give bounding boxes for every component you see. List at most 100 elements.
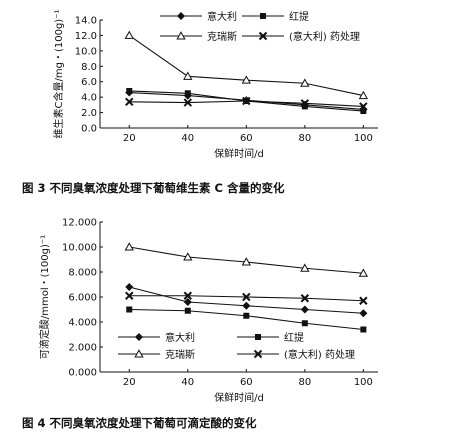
figure-4-caption: 图 4 不同臭氧浓度处理下葡萄可滴定酸的变化 [22,416,257,430]
data-point [124,30,134,39]
y-tick-label: 0.0 [81,124,97,135]
series-line [128,34,364,97]
data-point [243,312,250,319]
data-point [242,301,251,310]
x-axis-title: 保鲜时间/d [214,391,264,404]
x-tick-label: 40 [181,377,194,388]
data-point [300,305,309,314]
legend-marker [134,349,144,358]
data-point [184,90,191,97]
data-point [183,297,192,307]
data-point [183,291,192,300]
data-point [126,306,133,313]
data-point [126,87,133,94]
y-tick-label: 2.000 [68,343,97,354]
legend-label: 红提 [284,331,304,344]
data-point [300,263,310,272]
legend-label: 意大利 [165,331,195,344]
data-point [241,257,251,266]
y-tick-label: 2.0 [81,108,97,119]
data-point [183,252,193,261]
y-tick-label: 4.0 [81,93,97,104]
legend-label: (意大利) 药处理 [284,348,355,361]
y-tick-label: 10.000 [62,243,97,254]
legend-entry-2: 克瑞斯 [118,348,195,361]
data-point [359,296,368,305]
series-3 [125,96,368,111]
y-tick-label: 14.0 [75,16,97,27]
legend-entry-2: 克瑞斯 [160,30,237,43]
x-tick-label: 80 [298,133,311,144]
figure-3-caption: 图 3 不同臭氧浓度处理下葡萄维生素 C 含量的变化 [22,181,285,195]
series-2 [124,242,369,277]
series-3 [125,291,368,305]
legend-marker [134,332,144,342]
data-point [125,97,134,106]
y-tick-label: 0.000 [68,368,97,379]
legend-entry-1: 红提 [242,10,309,23]
legend-marker [255,334,261,340]
data-point [242,292,251,302]
y-tick-label: 4.000 [68,318,97,329]
x-axis-title: 保鲜时间/d [214,147,264,160]
series-line [129,308,364,331]
x-tick-label: 20 [123,377,136,388]
x-tick-label: 100 [354,377,373,388]
legend-label: 红提 [289,10,309,23]
legend-entry-3: (意大利) 药处理 [242,30,360,43]
data-point [183,71,193,80]
x-tick-label: 100 [354,133,373,144]
y-tick-label: 8.000 [68,268,97,279]
legend-label: 克瑞斯 [207,30,237,43]
data-point [301,103,308,110]
y-tick-label: 12.000 [62,218,97,229]
data-point [360,108,367,115]
data-point [183,98,192,107]
data-point [359,102,368,111]
y-tick-label: 6.000 [68,293,97,304]
data-point [300,294,310,303]
y-tick-label: 8.0 [81,62,97,73]
legend-label: 克瑞斯 [165,348,195,361]
y-tick-label: 6.0 [81,77,97,88]
data-point [125,282,134,292]
vitamin-c-chart: 0.0 2.0 4.0 6.0 8.0 10.0 12.0 14.0 20 40 60 80 100 保鲜… [52,10,378,160]
x-tick-label: 60 [240,377,253,388]
legend-marker [260,13,266,19]
series-1 [126,306,367,333]
legend-marker [253,349,263,359]
legend-entry-0: 意大利 [160,10,237,23]
legend-entry-3: (意大利) 药处理 [237,348,355,361]
legend-marker [176,11,186,21]
legend-entry-0: 意大利 [118,331,195,344]
x-tick-label: 20 [123,133,136,144]
y-axis-title: 维生素C含量/mg・(100g)⁻¹ [52,10,65,139]
y-tick-label: 10.0 [75,46,97,57]
x-tick-label: 60 [240,133,253,144]
data-point [242,96,251,106]
data-point [124,242,134,251]
data-point [360,326,367,333]
x-tick-label: 40 [181,133,194,144]
series-2 [124,30,369,100]
data-point [125,291,134,300]
data-point [359,309,368,318]
titratable-acid-chart: 0.000 2.000 4.000 6.000 8.000 10.000 12.000 20 4… [38,218,378,404]
data-point [300,99,310,108]
data-point [241,75,251,84]
legend-marker [258,31,268,41]
legend-label: 意大利 [207,10,237,23]
series-0 [125,282,368,318]
x-tick-label: 80 [298,377,311,388]
legend-label: (意大利) 药处理 [289,30,360,43]
y-axis-title: 可滴定酸/mmol・(100g)⁻¹ [38,235,51,359]
data-point [358,268,369,277]
data-point [184,307,191,314]
data-point [358,90,369,100]
legend-marker [176,31,186,40]
data-point [300,78,310,87]
y-tick-label: 12.0 [75,31,97,42]
data-point [301,320,308,327]
legend-entry-1: 红提 [237,331,304,344]
